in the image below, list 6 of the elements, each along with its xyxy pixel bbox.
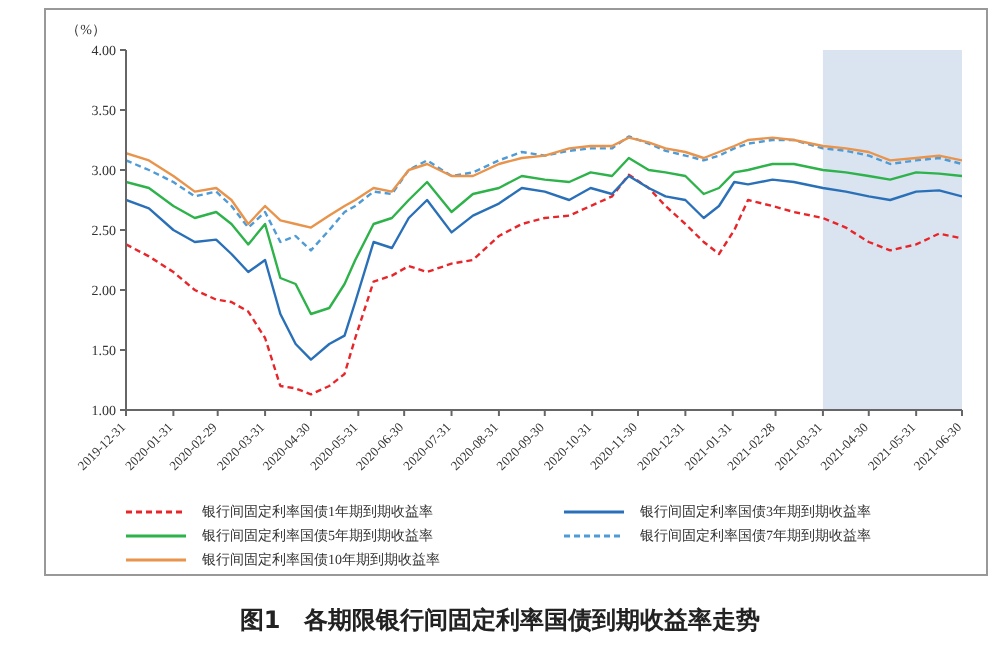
line-series [126, 174, 962, 361]
text: 图1 各期限银行间固定利率国债到期收益率走势 [237, 604, 763, 638]
line-series [126, 136, 962, 229]
line-series [126, 156, 962, 316]
line-series [126, 135, 962, 252]
line-series [126, 173, 962, 396]
